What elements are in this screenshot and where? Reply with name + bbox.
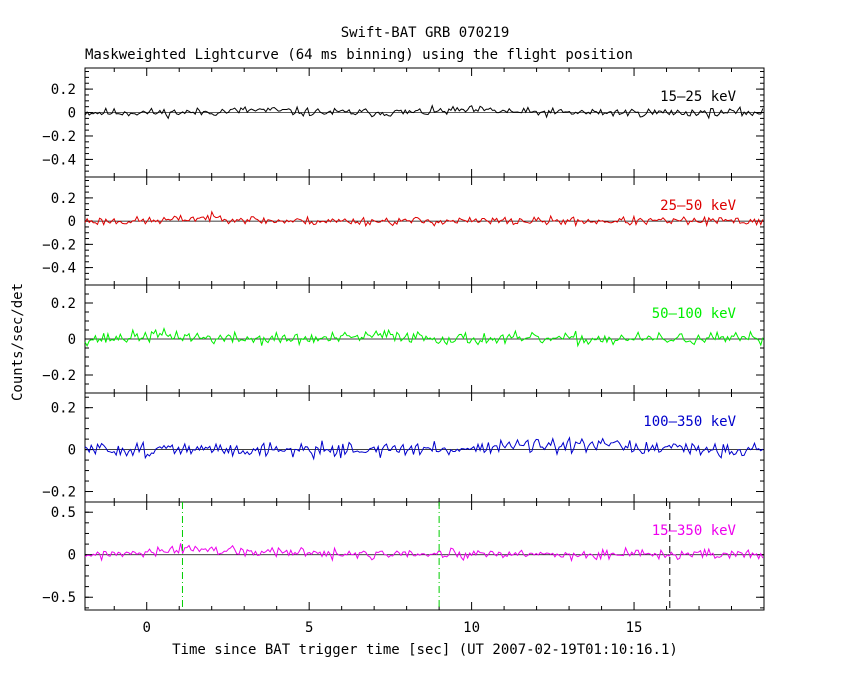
y-tick-label: 0.2 (51, 296, 76, 312)
y-tick-label: −0.2 (42, 485, 76, 501)
x-tick-label: 5 (305, 620, 313, 636)
y-tick-label: −0.2 (42, 129, 76, 145)
chart-subtitle: Maskweighted Lightcurve (64 ms binning) … (85, 47, 633, 63)
band-label: 15–25 keV (660, 89, 736, 105)
series-line (84, 436, 764, 461)
panel-0: 0.2 0 −0.2 −0.4 15–25 keV (42, 67, 765, 178)
panel-frame (84, 67, 765, 178)
y-tick-label: −0.4 (42, 261, 76, 277)
x-tick-label: 10 (463, 620, 480, 636)
panel-2: 0.2 0 −0.2 50–100 keV (42, 284, 765, 394)
panel-frame (84, 176, 765, 286)
y-tick-label: −0.5 (42, 590, 76, 606)
x-tick-label: 0 (143, 620, 151, 636)
y-tick-label: 0.2 (51, 82, 76, 98)
y-tick-label: 0 (68, 443, 76, 459)
band-label: 15–350 keV (652, 523, 737, 539)
y-tick-label: 0 (68, 214, 76, 230)
x-axis-label: Time since BAT trigger time [sec] (UT 20… (172, 642, 678, 658)
band-label: 25–50 keV (660, 198, 736, 214)
panel-3: 0.2 0 −0.2 100–350 keV (42, 392, 765, 503)
y-tick-label: 0 (68, 332, 76, 348)
panel-frame (84, 501, 765, 611)
y-tick-label: 0.2 (51, 401, 76, 417)
panels-group: 0.2 0 −0.2 −0.4 15–25 keV 0.2 0 −0.2 −0.4 25–50 k… (42, 67, 765, 636)
panel-4: 0.5 0 −0.5 15–350 keV (42, 501, 765, 611)
series-line (84, 327, 764, 348)
y-tick-label: 0 (68, 106, 76, 122)
y-tick-label: −0.4 (42, 152, 76, 168)
chart-title: Swift-BAT GRB 070219 (341, 25, 510, 41)
series-line (84, 210, 764, 228)
band-label: 100–350 keV (643, 414, 736, 430)
y-tick-label: 0.2 (51, 191, 76, 207)
y-tick-label: 0 (68, 548, 76, 564)
y-tick-label: −0.2 (42, 237, 76, 253)
band-label: 50–100 keV (652, 306, 737, 322)
y-axis-label: Counts/sec/det (10, 283, 26, 401)
y-tick-label: −0.2 (42, 368, 76, 384)
y-tick-label: 0.5 (51, 505, 76, 521)
panel-1: 0.2 0 −0.2 −0.4 25–50 keV (42, 176, 765, 286)
x-tick-label: 15 (626, 620, 643, 636)
series-line (84, 543, 764, 563)
series-line (84, 104, 764, 120)
